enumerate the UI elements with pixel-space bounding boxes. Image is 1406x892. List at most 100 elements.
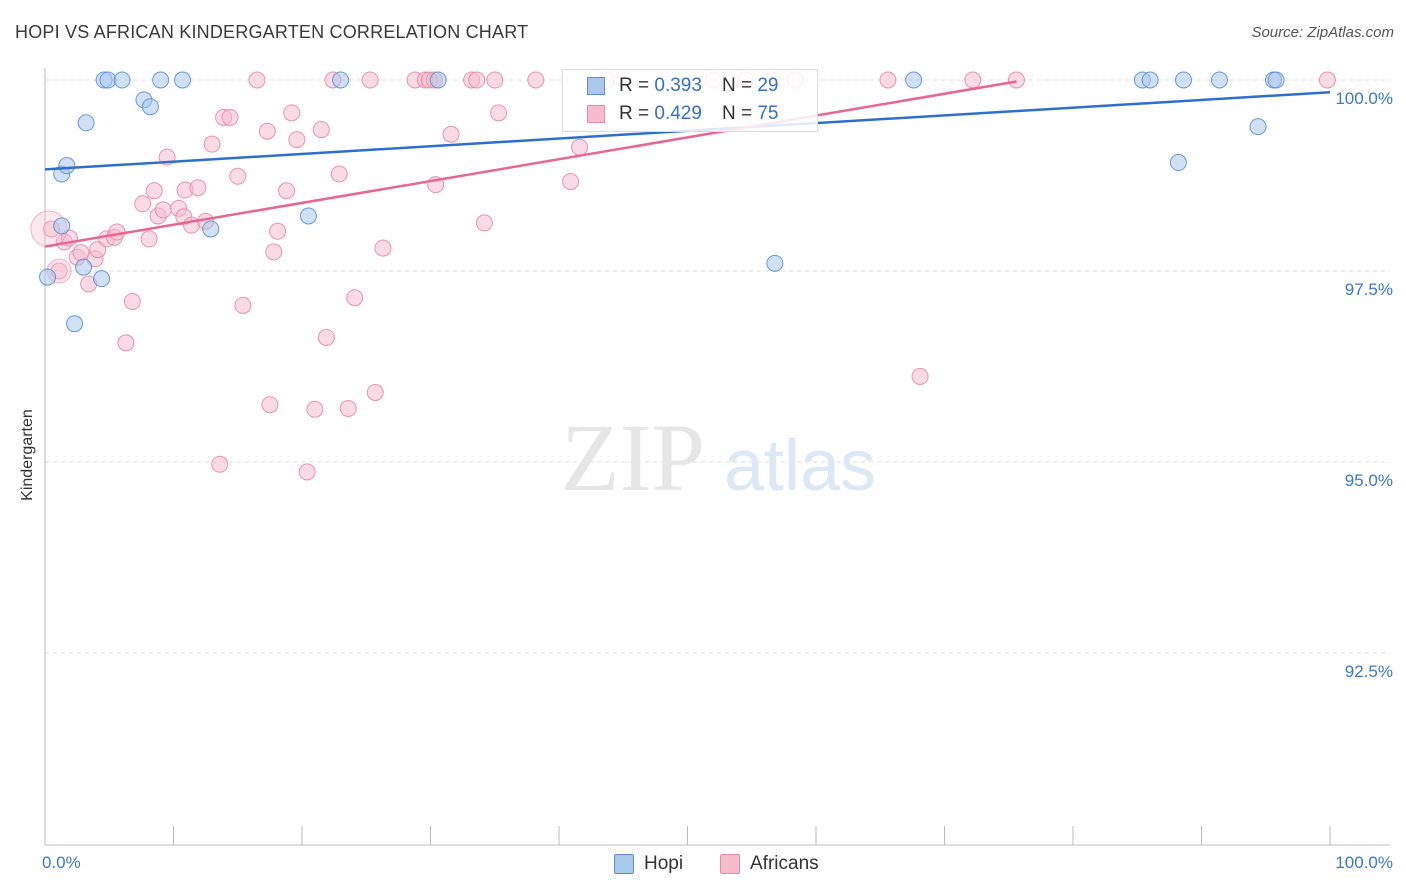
source-label: Source: ZipAtlas.com [1251,24,1394,41]
africans-point [1318,71,1336,89]
africans-point [486,71,504,89]
africans-swatch [587,105,605,123]
hopi-point [1249,118,1267,136]
africans-point [134,195,152,213]
africans-point [490,104,508,122]
legend-africans-label: Africans [750,853,819,874]
x-tick-label-max: 100.0% [1335,853,1393,872]
africans-point [879,71,897,89]
africans-point [964,71,982,89]
africans-point [265,243,283,261]
africans-point [562,173,580,191]
africans-point [211,455,229,473]
watermark-atlas: atlas [724,426,876,506]
africans-n-value: 75 [757,103,779,124]
legend-hopi-swatch [614,854,634,874]
africans-point [298,463,316,481]
africans-point [306,400,324,418]
africans-trend-line [44,80,1017,248]
y-tick-label: 95.0% [1345,471,1393,490]
africans-point [117,334,135,352]
watermark-zip: ZIP [561,404,705,511]
hopi-point [113,71,131,89]
africans-point [229,167,247,185]
africans-point [248,71,266,89]
africans-point [269,222,287,240]
watermark: ZIP atlas [561,404,876,511]
africans-point [261,396,279,414]
hopi-point [93,270,111,288]
africans-point [234,296,252,314]
africans-point [468,71,486,89]
stats-legend: R = 0.393 N = 29 R = 0.429 N = 75 [562,69,818,132]
legend-item-africans[interactable]: Africans [720,852,819,876]
africans-point [288,131,306,149]
africans-point [283,104,301,122]
africans-point [154,201,172,219]
legend-row-hopi: R = 0.393 N = 29 [587,73,778,99]
gridlines [45,79,1390,654]
tick-labels: 92.5% 95.0% 97.5% 100.0% 0.0% 100.0% [42,89,1393,872]
legend-row-africans: R = 0.429 N = 75 [587,101,778,127]
hopi-point [77,114,95,132]
hopi-point [58,157,76,175]
africans-r-value: 0.429 [654,103,702,124]
africans-point [221,108,239,126]
hopi-points [39,71,1285,333]
africans-point [258,122,276,140]
hopi-point [39,268,57,286]
hopi-point [99,71,117,89]
africans-point [278,182,296,200]
africans-point [330,165,348,183]
africans-point [72,244,90,262]
africans-point [189,179,207,197]
africans-point [317,328,335,346]
hopi-point [152,71,170,89]
y-tick-label: 92.5% [1345,662,1393,681]
hopi-r-value: 0.393 [654,75,702,96]
hopi-point [1169,154,1187,172]
africans-point [123,293,141,311]
hopi-swatch [587,77,605,95]
hopi-point [173,71,191,89]
africans-point [339,400,357,418]
hopi-point [66,315,84,333]
hopi-point [1210,71,1228,89]
africans-n-label: N = [721,103,753,124]
hopi-point [141,98,159,116]
africans-point [475,214,493,232]
africans-r-label: R = [619,103,650,124]
axes [44,68,1390,846]
africans-point [911,367,929,385]
hopi-n-value: 29 [757,75,779,96]
africans-point [203,135,221,153]
africans-point [145,182,163,200]
africans-point [312,121,330,139]
hopi-point [429,71,447,89]
y-tick-label: 97.5% [1345,280,1393,299]
hopi-point [905,71,923,89]
legend-item-hopi[interactable]: Hopi [614,852,683,876]
africans-point [361,71,379,89]
hopi-point [332,71,350,89]
hopi-point [299,207,317,225]
y-axis-label: Kindergarten [19,409,36,501]
africans-point [346,289,364,307]
hopi-point [53,217,71,235]
hopi-point [202,220,220,238]
hopi-point [75,258,93,276]
africans-point [1007,71,1025,89]
hopi-point [766,254,784,272]
legend-hopi-label: Hopi [644,853,684,874]
africans-point [366,383,384,401]
legend-africans-swatch [720,854,740,874]
hopi-point [1141,71,1159,89]
africans-point [140,230,158,248]
hopi-r-label: R = [619,75,650,96]
hopi-point [1175,71,1193,89]
africans-point [442,125,460,143]
hopi-point [1267,71,1285,89]
y-tick-label: 100.0% [1335,89,1393,108]
hopi-n-label: N = [721,75,753,96]
